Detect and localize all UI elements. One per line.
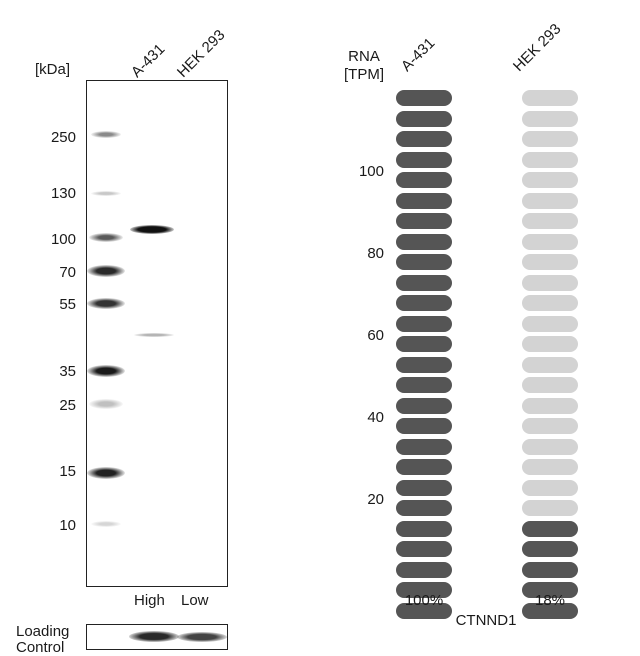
- rna-bar-hek293-21: [522, 192, 578, 209]
- rna-bar-hek293-4: [522, 541, 578, 557]
- rna-bar-hek293-13: [522, 356, 578, 373]
- rna-bar-hek293-2: [522, 582, 578, 598]
- expression-label-high: High: [134, 592, 165, 609]
- rna-bar-hek293-8: [522, 459, 578, 475]
- rna-bar-a431-24: [396, 131, 452, 147]
- rna-tick-40: 40: [367, 409, 384, 426]
- ladder-band-70: [87, 265, 125, 277]
- marker-250: 250: [50, 129, 76, 146]
- rna-bar-hek293-17: [522, 274, 578, 291]
- rna-col-label-a431: A-431: [397, 34, 439, 75]
- kda-unit-label: [kDa]: [35, 61, 71, 78]
- rna-bar-hek293-20: [522, 213, 578, 229]
- rna-bar-a431-8: [396, 459, 452, 475]
- rna-bar-a431-25: [396, 110, 452, 127]
- rna-bar-a431-22: [396, 172, 452, 188]
- rna-bar-hek293-14: [522, 336, 578, 352]
- rna-bar-hek293-7: [522, 479, 578, 496]
- rna-bar-a431-3: [396, 561, 452, 578]
- rna-bar-hek293-3: [522, 561, 578, 578]
- rna-bar-a431-7: [396, 479, 452, 496]
- loading-band-hek293: [177, 632, 227, 642]
- rna-tick-80: 80: [367, 245, 384, 262]
- rna-bar-column-a431: [396, 90, 452, 619]
- rna-bar-hek293-6: [522, 500, 578, 516]
- loading-control-image: [86, 624, 228, 650]
- rna-bar-a431-5: [396, 520, 452, 537]
- rna-bar-hek293-25: [522, 110, 578, 127]
- ladder-band-15: [87, 467, 125, 479]
- rna-tick-100: 100: [358, 163, 384, 180]
- rna-bar-hek293-15: [522, 315, 578, 332]
- marker-55: 55: [59, 296, 76, 313]
- rna-bar-a431-2: [396, 582, 452, 598]
- loading-control-label: Loading Control: [16, 623, 70, 656]
- ladder-band-25: [89, 399, 123, 409]
- rna-bar-a431-17: [396, 274, 452, 291]
- rna-bar-a431-13: [396, 356, 452, 373]
- ladder-band-100: [89, 233, 123, 242]
- rna-bar-hek293-1: [522, 602, 578, 619]
- western-blot-image: [86, 80, 228, 587]
- ladder-band-250: [91, 131, 121, 138]
- lane-label-hek293: HEK 293: [173, 26, 229, 82]
- gene-name: CTNND1: [455, 612, 517, 629]
- rna-percent-hek293: 18%: [534, 592, 566, 609]
- rna-bar-hek293-11: [522, 397, 578, 414]
- expression-label-low: Low: [181, 592, 209, 609]
- marker-130: 130: [50, 185, 76, 202]
- rna-bar-a431-21: [396, 192, 452, 209]
- rna-bar-a431-15: [396, 315, 452, 332]
- rna-bar-hek293-18: [522, 254, 578, 270]
- marker-10: 10: [59, 517, 76, 534]
- rna-bar-a431-19: [396, 233, 452, 250]
- rna-bar-hek293-26: [522, 90, 578, 106]
- rna-bar-a431-18: [396, 254, 452, 270]
- marker-35: 35: [59, 363, 76, 380]
- marker-100: 100: [50, 231, 76, 248]
- ladder-band-55: [87, 298, 125, 309]
- rna-bar-a431-9: [396, 438, 452, 455]
- rna-bar-a431-1: [396, 602, 452, 619]
- rna-bar-hek293-5: [522, 520, 578, 537]
- ladder-band-130: [91, 191, 121, 196]
- lane-label-a431: A-431: [127, 40, 169, 81]
- ladder-band-10: [91, 521, 121, 527]
- rna-percent-a431: 100%: [404, 592, 444, 609]
- rna-header: RNA [TPM]: [344, 48, 384, 83]
- rna-bar-column-hek293: [522, 90, 578, 619]
- rna-tick-60: 60: [367, 327, 384, 344]
- loading-band-a431: [129, 631, 179, 642]
- rna-bar-a431-6: [396, 500, 452, 516]
- rna-bar-a431-20: [396, 213, 452, 229]
- rna-col-label-hek293: HEK 293: [509, 20, 565, 76]
- rna-bar-hek293-10: [522, 418, 578, 434]
- rna-bar-hek293-24: [522, 131, 578, 147]
- a431-band-faint: [134, 333, 174, 337]
- rna-bar-hek293-16: [522, 295, 578, 311]
- ladder-band-35: [87, 365, 125, 377]
- rna-bar-hek293-12: [522, 377, 578, 393]
- rna-tick-20: 20: [367, 491, 384, 508]
- marker-25: 25: [59, 397, 76, 414]
- rna-bar-hek293-22: [522, 172, 578, 188]
- rna-bar-a431-26: [396, 90, 452, 106]
- rna-bar-a431-16: [396, 295, 452, 311]
- marker-15: 15: [59, 463, 76, 480]
- rna-bar-a431-14: [396, 336, 452, 352]
- rna-bar-a431-23: [396, 151, 452, 168]
- rna-bar-a431-10: [396, 418, 452, 434]
- marker-70: 70: [59, 264, 76, 281]
- rna-bar-a431-12: [396, 377, 452, 393]
- a431-band-main: [130, 225, 174, 234]
- rna-bar-hek293-19: [522, 233, 578, 250]
- rna-bar-hek293-9: [522, 438, 578, 455]
- rna-bar-a431-4: [396, 541, 452, 557]
- rna-bar-hek293-23: [522, 151, 578, 168]
- rna-bar-a431-11: [396, 397, 452, 414]
